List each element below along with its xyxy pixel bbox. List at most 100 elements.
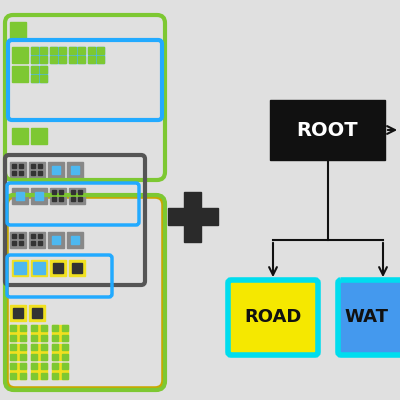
- Bar: [62, 344, 68, 350]
- Bar: [62, 334, 68, 341]
- Bar: [20, 325, 26, 331]
- Bar: [12, 47, 28, 63]
- Bar: [168, 208, 218, 225]
- Bar: [31, 128, 47, 144]
- Bar: [31, 325, 38, 331]
- Bar: [52, 344, 68, 360]
- Bar: [69, 260, 85, 276]
- Bar: [40, 66, 47, 73]
- Bar: [72, 263, 82, 273]
- Bar: [52, 373, 58, 379]
- Bar: [50, 47, 57, 54]
- Bar: [270, 100, 385, 160]
- Bar: [59, 190, 63, 194]
- Bar: [10, 305, 26, 321]
- Text: ROOT: ROOT: [297, 120, 358, 140]
- Bar: [31, 234, 36, 238]
- Bar: [31, 66, 47, 82]
- Bar: [10, 363, 16, 370]
- Bar: [10, 363, 26, 379]
- Bar: [53, 263, 63, 273]
- Bar: [31, 344, 47, 360]
- Bar: [10, 162, 26, 178]
- Bar: [19, 171, 23, 175]
- Bar: [19, 234, 23, 238]
- Text: ROAD: ROAD: [244, 308, 302, 326]
- Bar: [31, 260, 47, 276]
- Bar: [31, 363, 38, 370]
- Bar: [20, 334, 26, 341]
- Bar: [31, 66, 38, 73]
- Bar: [67, 232, 83, 248]
- Bar: [97, 47, 104, 54]
- Bar: [41, 373, 47, 379]
- Bar: [12, 234, 16, 238]
- Bar: [10, 354, 16, 360]
- Bar: [10, 373, 16, 379]
- Bar: [31, 164, 36, 168]
- Bar: [78, 197, 82, 201]
- Bar: [10, 232, 26, 248]
- Bar: [52, 363, 58, 370]
- Bar: [19, 164, 23, 168]
- Bar: [59, 47, 66, 54]
- Bar: [20, 363, 26, 370]
- Bar: [78, 190, 82, 194]
- Bar: [31, 363, 47, 379]
- Bar: [71, 166, 79, 174]
- Bar: [69, 188, 85, 204]
- Bar: [31, 188, 47, 204]
- Bar: [20, 373, 26, 379]
- Bar: [10, 22, 26, 38]
- Bar: [29, 305, 45, 321]
- Bar: [31, 241, 36, 245]
- Bar: [35, 192, 43, 200]
- Bar: [10, 344, 26, 360]
- Bar: [12, 260, 28, 276]
- Bar: [38, 164, 42, 168]
- Bar: [71, 197, 76, 201]
- Bar: [67, 162, 83, 178]
- Bar: [10, 334, 16, 341]
- Bar: [78, 56, 85, 63]
- Bar: [14, 262, 26, 274]
- Bar: [41, 363, 47, 370]
- Bar: [338, 280, 400, 355]
- Bar: [13, 308, 23, 318]
- Bar: [52, 325, 58, 331]
- Bar: [12, 128, 28, 144]
- Bar: [88, 47, 104, 63]
- Bar: [38, 241, 42, 245]
- Bar: [10, 344, 16, 350]
- Bar: [52, 363, 68, 379]
- Bar: [10, 325, 26, 341]
- Bar: [40, 75, 47, 82]
- Bar: [32, 308, 42, 318]
- Bar: [12, 164, 16, 168]
- Bar: [59, 56, 66, 63]
- Bar: [62, 363, 68, 370]
- Bar: [52, 236, 60, 244]
- Bar: [41, 344, 47, 350]
- Bar: [62, 325, 68, 331]
- Bar: [97, 56, 104, 63]
- Bar: [31, 354, 38, 360]
- Bar: [41, 354, 47, 360]
- Bar: [69, 47, 76, 54]
- Bar: [59, 197, 63, 201]
- Bar: [31, 171, 36, 175]
- Bar: [52, 354, 58, 360]
- Bar: [69, 47, 85, 63]
- Bar: [29, 162, 45, 178]
- Bar: [12, 188, 28, 204]
- Bar: [52, 197, 56, 201]
- Bar: [52, 334, 58, 341]
- Bar: [20, 354, 26, 360]
- Bar: [41, 325, 47, 331]
- Bar: [52, 190, 56, 194]
- Bar: [88, 47, 95, 54]
- Bar: [40, 56, 47, 63]
- Bar: [88, 56, 95, 63]
- Bar: [52, 344, 58, 350]
- Bar: [41, 334, 47, 341]
